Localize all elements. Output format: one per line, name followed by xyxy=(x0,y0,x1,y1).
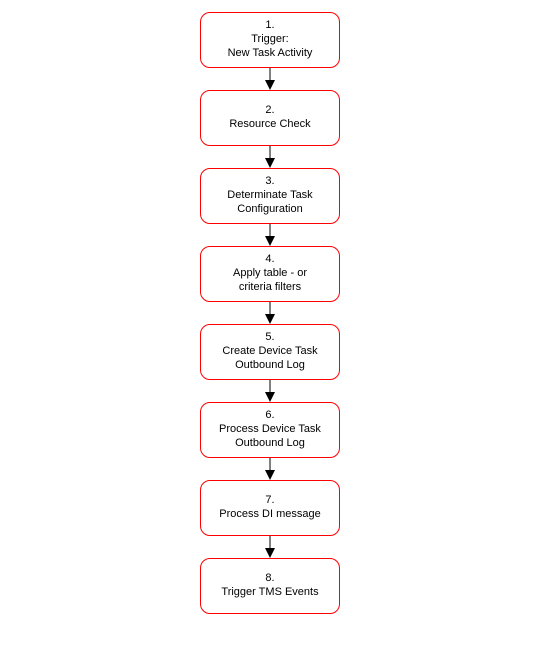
flow-node-number: 5. xyxy=(265,331,274,345)
arrow-head-icon xyxy=(265,470,275,480)
flow-arrow xyxy=(260,302,280,324)
flow-node-number: 4. xyxy=(265,253,274,267)
arrow-head-icon xyxy=(265,314,275,324)
flow-node-label: Apply table - or criteria filters xyxy=(233,267,307,295)
flow-node-number: 6. xyxy=(265,409,274,423)
flow-arrow xyxy=(260,146,280,168)
arrow-head-icon xyxy=(265,392,275,402)
flow-node-n5: 5.Create Device Task Outbound Log xyxy=(200,324,340,380)
flow-node-n4: 4.Apply table - or criteria filters xyxy=(200,246,340,302)
flow-node-label: Process DI message xyxy=(219,508,320,522)
flow-node-n2: 2.Resource Check xyxy=(200,90,340,146)
flow-node-number: 7. xyxy=(265,494,274,508)
flow-node-label: Create Device Task Outbound Log xyxy=(222,345,317,373)
flow-arrow xyxy=(260,224,280,246)
flow-node-n3: 3.Determinate Task Configuration xyxy=(200,168,340,224)
flow-node-number: 1. xyxy=(265,19,274,33)
flow-node-label: Determinate Task Configuration xyxy=(227,189,312,217)
flow-node-n1: 1.Trigger: New Task Activity xyxy=(200,12,340,68)
flow-arrow xyxy=(260,458,280,480)
flow-node-label: Resource Check xyxy=(229,118,310,132)
flow-node-label: Trigger: New Task Activity xyxy=(228,33,313,61)
flow-arrow xyxy=(260,536,280,558)
flow-node-n6: 6.Process Device Task Outbound Log xyxy=(200,402,340,458)
flow-node-number: 3. xyxy=(265,175,274,189)
flow-node-number: 8. xyxy=(265,572,274,586)
flow-node-n8: 8.Trigger TMS Events xyxy=(200,558,340,614)
arrow-head-icon xyxy=(265,80,275,90)
flow-node-label: Trigger TMS Events xyxy=(221,586,318,600)
flowchart-canvas: 1.Trigger: New Task Activity 2.Resource C… xyxy=(0,0,539,646)
flow-node-label: Process Device Task Outbound Log xyxy=(219,423,321,451)
arrow-head-icon xyxy=(265,548,275,558)
flow-node-number: 2. xyxy=(265,104,274,118)
arrow-head-icon xyxy=(265,236,275,246)
flow-arrow xyxy=(260,68,280,90)
flow-node-n7: 7.Process DI message xyxy=(200,480,340,536)
arrow-head-icon xyxy=(265,158,275,168)
flow-arrow xyxy=(260,380,280,402)
